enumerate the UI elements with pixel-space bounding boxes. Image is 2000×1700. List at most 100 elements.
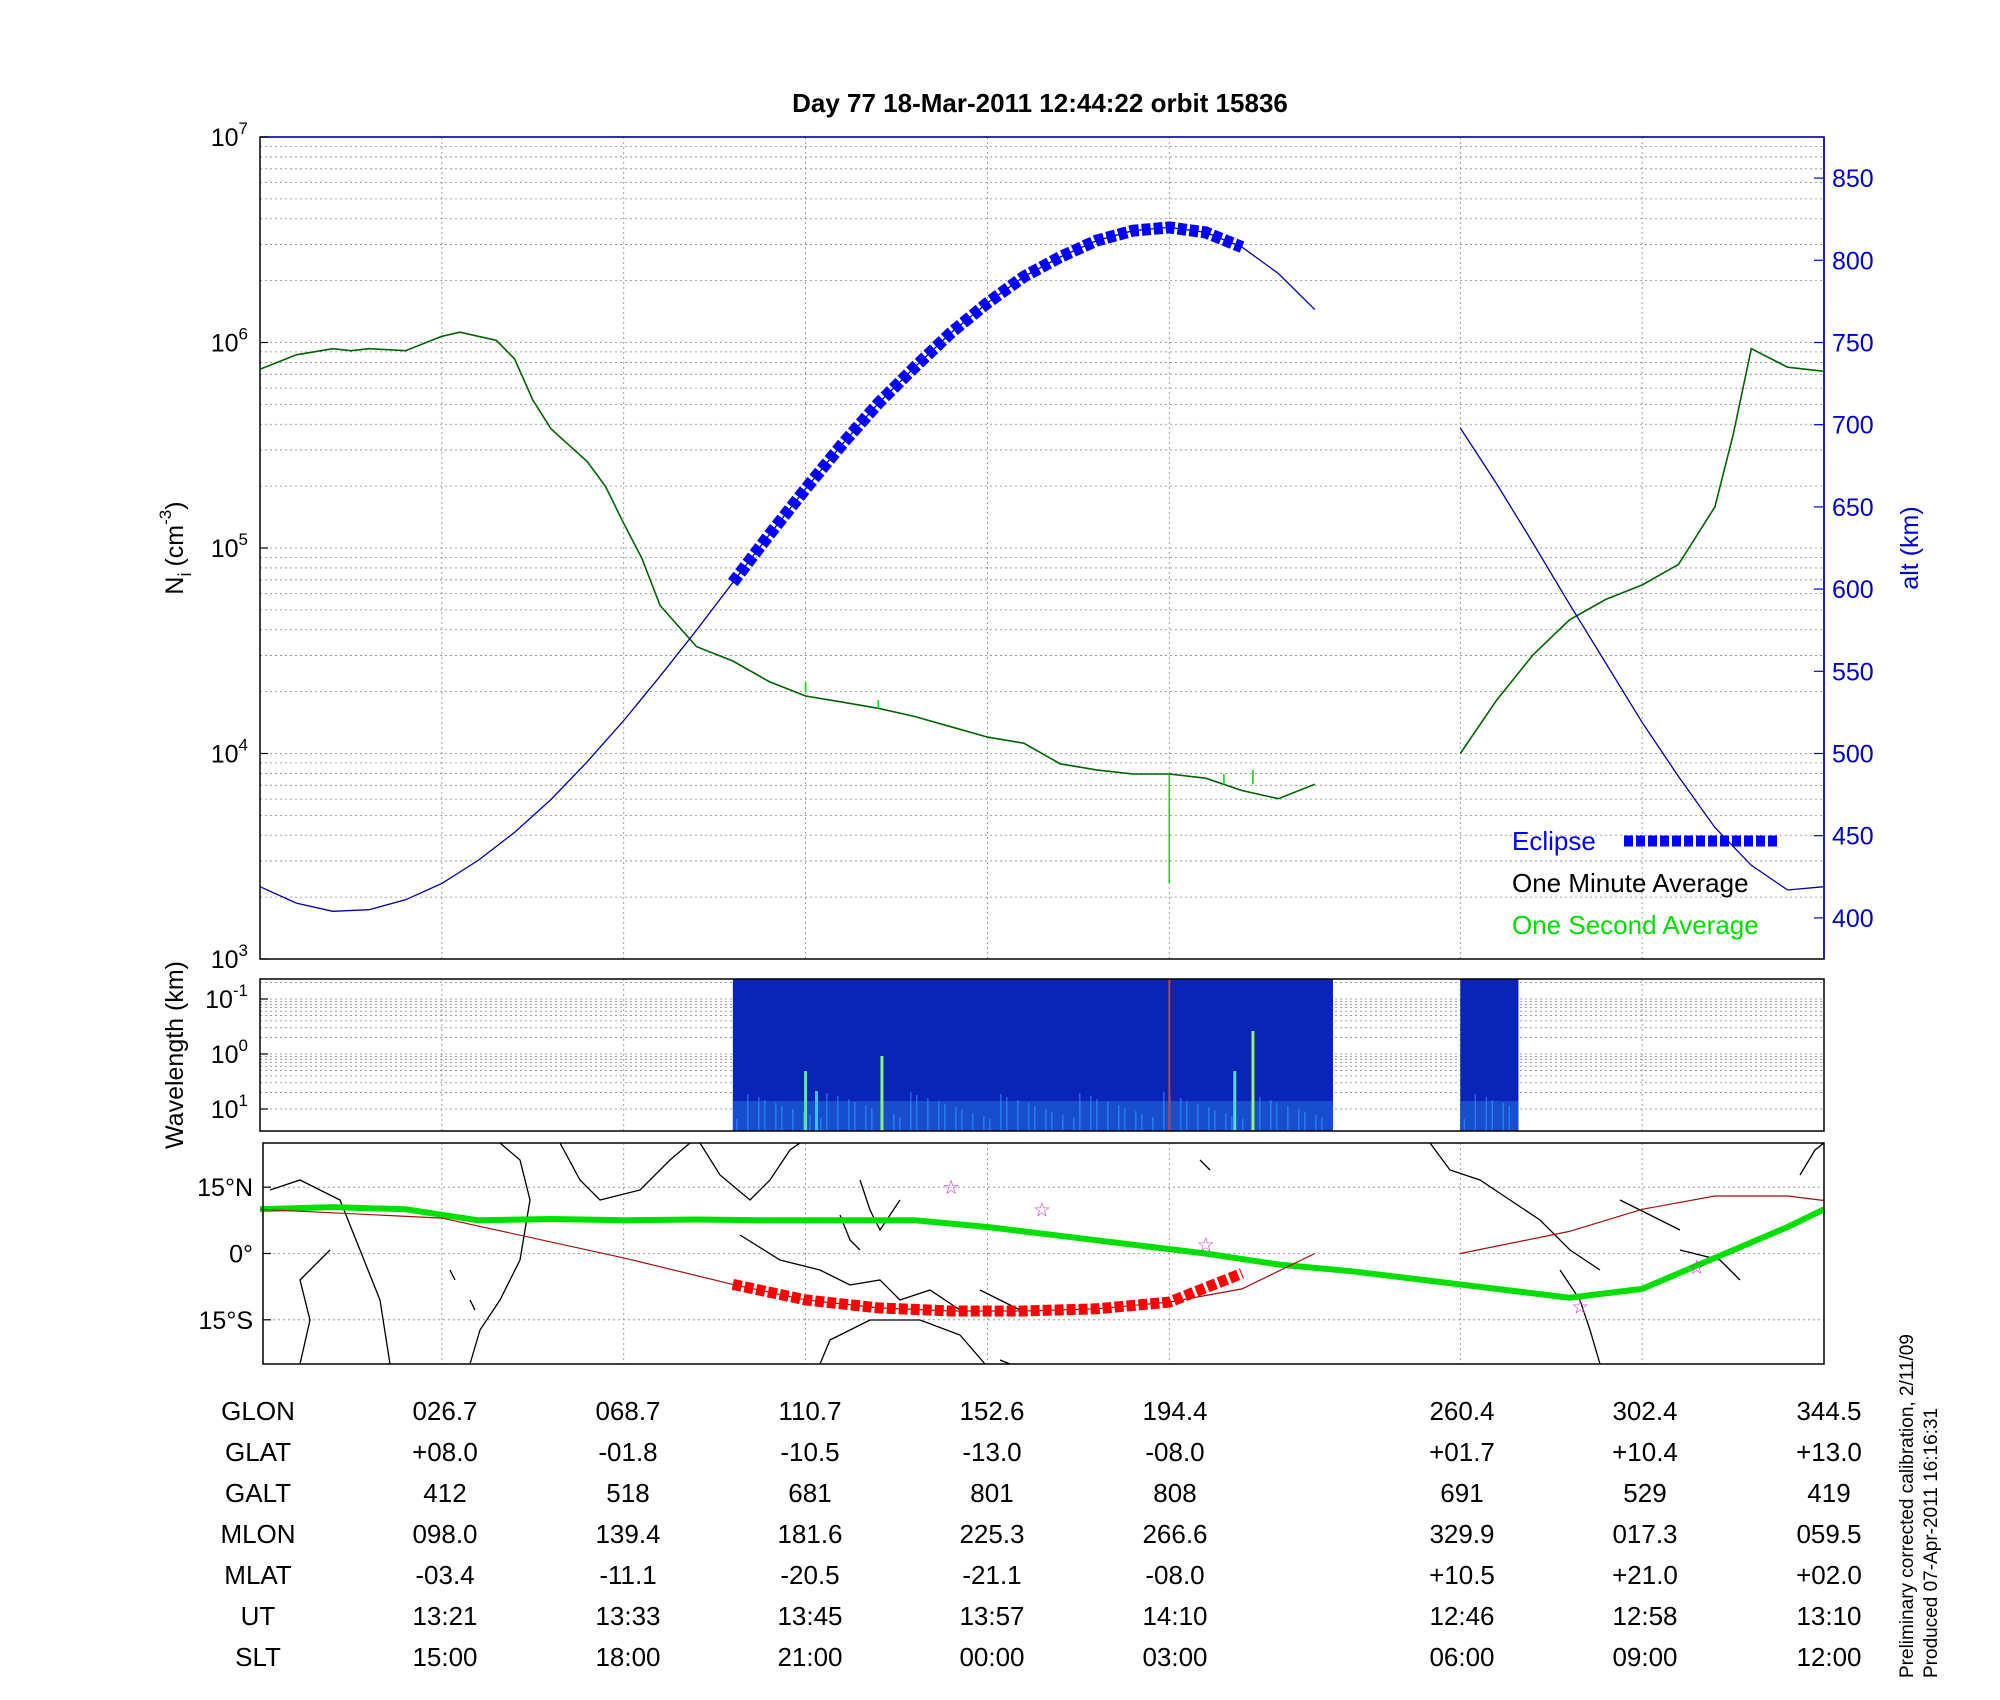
table-cell: +21.0 (1612, 1560, 1678, 1590)
altitude-line (1459, 427, 1825, 891)
table-cell: 068.7 (595, 1396, 660, 1426)
table-row-label: GLAT (225, 1437, 291, 1467)
alt-tick-label: 550 (1832, 658, 1874, 686)
table-cell: 21:00 (777, 1642, 842, 1672)
coastline-path (819, 1319, 986, 1365)
alt-tick-label: 500 (1832, 741, 1874, 769)
eclipse-marker-line (728, 221, 1245, 587)
table-cell: +10.4 (1612, 1437, 1678, 1467)
map-panel: ☆ ☆ ☆ ☆ ☆ 15°N 0° 15°S (197, 1142, 1826, 1365)
coastline-path (1619, 1199, 1681, 1231)
table-cell: -10.5 (780, 1437, 839, 1467)
alt-tick-label: 700 (1832, 412, 1874, 440)
lat-tick-label: 0° (229, 1241, 253, 1269)
y-tick-label: 100 (211, 1036, 248, 1069)
y-tick-label: 105 (211, 530, 248, 563)
minute-average-line (1459, 347, 1825, 754)
table-cell: 329.9 (1429, 1519, 1494, 1549)
table-cell: 059.5 (1796, 1519, 1861, 1549)
alt-tick-label: 400 (1832, 905, 1874, 933)
table-cell: 139.4 (595, 1519, 660, 1549)
coastline-path (839, 1214, 861, 1251)
coastline-path (739, 1234, 961, 1311)
table-cell: 13:57 (959, 1601, 1024, 1631)
star-marker: ☆ (1197, 1235, 1215, 1257)
table-cell: -21.1 (962, 1560, 1021, 1590)
spectrogram-frame (259, 978, 1825, 1132)
table-cell: 017.3 (1612, 1519, 1677, 1549)
y-tick-label: 10-1 (205, 981, 248, 1014)
table-cell: 14:10 (1142, 1601, 1207, 1631)
alt-tick-label: 450 (1832, 823, 1874, 851)
table-cell: 15:00 (412, 1642, 477, 1672)
altitude-y-ticks: 400 450 500 550 600 650 700 750 800 850 (1814, 165, 1874, 933)
alt-tick-label: 800 (1832, 247, 1874, 275)
spectrogram-lowband (732, 1101, 1333, 1131)
legend-second-label: One Second Average (1512, 910, 1759, 940)
table-cell: 681 (788, 1478, 831, 1508)
lat-tick-label: 15°N (197, 1174, 253, 1202)
density-y-ticks: 103 104 105 106 107 (211, 119, 268, 974)
coastline-path (269, 1179, 391, 1365)
table-row-label: MLON (220, 1519, 295, 1549)
table-cell: +08.0 (412, 1437, 478, 1467)
ylabel-unit: (cm (161, 525, 189, 567)
table-cell: +02.0 (1796, 1560, 1862, 1590)
ylabel-exp: -3 (156, 510, 175, 525)
coastline-path (1429, 1142, 1601, 1271)
table-row-label: UT (241, 1601, 276, 1631)
star-marker: ☆ (1033, 1199, 1051, 1221)
table-cell: 03:00 (1142, 1642, 1207, 1672)
table-cell: -13.0 (962, 1437, 1021, 1467)
alt-tick-label: 850 (1832, 165, 1874, 193)
footer-produced: Produced 07-Apr-2011 16:16:31 (1921, 1408, 1942, 1678)
table-cell: 808 (1153, 1478, 1196, 1508)
alt-tick-label: 750 (1832, 330, 1874, 358)
alt-tick-label: 650 (1832, 494, 1874, 522)
lat-tick-label: 15°S (199, 1307, 253, 1335)
star-marker: ☆ (942, 1177, 960, 1199)
table-cell: -08.0 (1145, 1437, 1204, 1467)
y-tick-label: 104 (211, 736, 248, 769)
coastline-path (469, 1299, 476, 1311)
spectrogram-panel: 10-1 100 101 Wavelength (km) (161, 961, 1825, 1149)
table-row-label: MLAT (224, 1560, 292, 1590)
coastline-path (559, 1142, 691, 1201)
table-cell: 529 (1623, 1478, 1666, 1508)
table-cell: 13:10 (1796, 1601, 1861, 1631)
spectrogram-y-ticks: 10-1 100 101 (205, 981, 268, 1124)
table-cell: 18:00 (595, 1642, 660, 1672)
table-cell: -20.5 (780, 1560, 839, 1590)
coastline-path (1199, 1159, 1211, 1171)
table-cell: 12:00 (1796, 1642, 1861, 1672)
table-cell: 419 (1807, 1478, 1850, 1508)
alt-tick-label: 600 (1832, 576, 1874, 604)
table-cell: 13:45 (777, 1601, 842, 1631)
table-row-label: GLON (221, 1396, 295, 1426)
legend-eclipse-label: Eclipse (1512, 826, 1596, 856)
table-cell: 194.4 (1142, 1396, 1207, 1426)
table-cell: +01.7 (1429, 1437, 1495, 1467)
coastline-path (1679, 1249, 1741, 1281)
coastline-path (1799, 1142, 1825, 1176)
star-marker: ☆ (1688, 1257, 1706, 1279)
minute-average-line (259, 331, 1316, 800)
eclipse-track-line (731, 1268, 1245, 1317)
table-cell: 152.6 (959, 1396, 1024, 1426)
table-cell: 13:33 (595, 1601, 660, 1631)
coastline-path (299, 1249, 331, 1365)
table-cell: 12:58 (1612, 1601, 1677, 1631)
table-cell: +10.5 (1429, 1560, 1495, 1590)
ylabel-sub: i (175, 573, 195, 577)
y-tick-label: 107 (211, 119, 248, 152)
y-tick-label: 103 (211, 941, 248, 974)
spectrogram-y-label: Wavelength (km) (161, 961, 189, 1149)
orbit-parameter-table: GLON 026.7 068.7 110.7 152.6 194.4 260.4 302.4 3… (220, 1396, 1861, 1672)
density-series (259, 221, 1825, 912)
table-cell: 181.6 (777, 1519, 842, 1549)
altitude-line (259, 226, 1316, 912)
ylabel-close: ) (161, 501, 189, 509)
star-marker: ☆ (1571, 1297, 1589, 1319)
table-row-label: GALT (225, 1478, 291, 1508)
